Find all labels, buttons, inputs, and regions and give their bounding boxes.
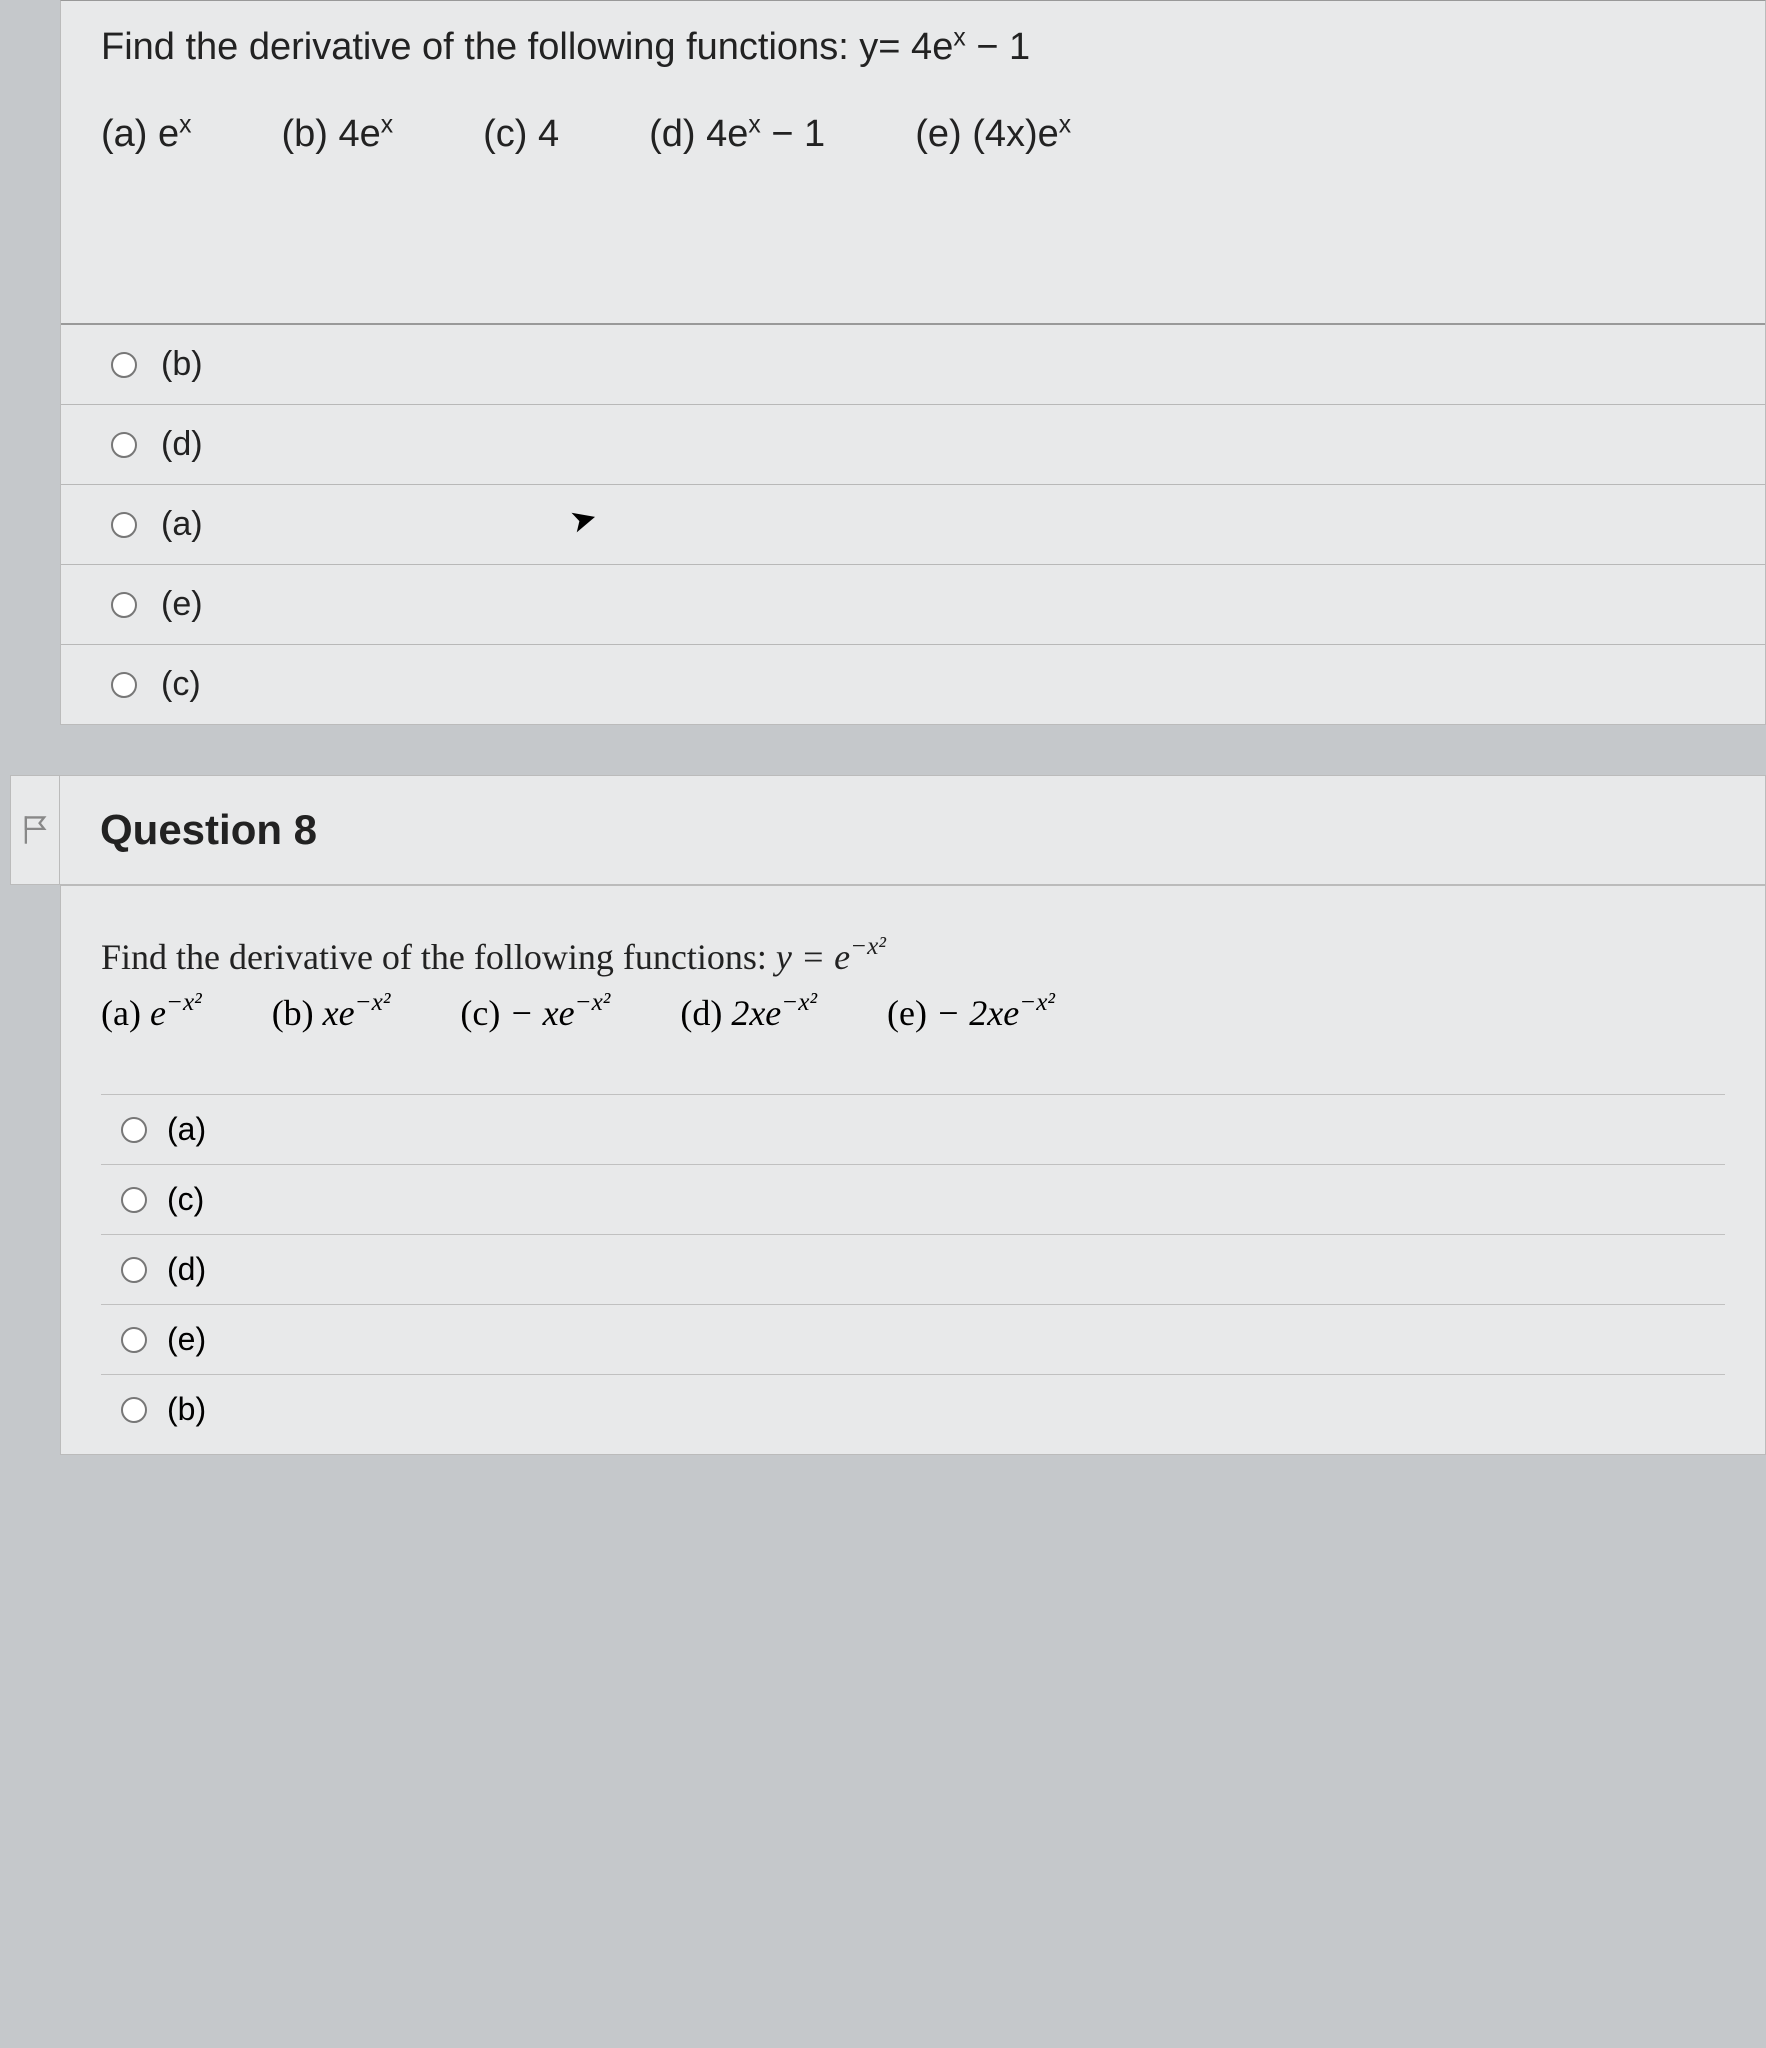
q7-option-label: (b) [161, 345, 203, 384]
radio-icon[interactable] [121, 1257, 147, 1283]
q8-option-label: (b) [167, 1391, 206, 1428]
q8-choice-b: (b) xe−x² [272, 992, 391, 1034]
radio-icon[interactable] [111, 672, 137, 698]
q7-prompt: Find the derivative of the following fun… [101, 19, 1725, 76]
q7-choices-row: (a) ex (b) 4ex (c) 4 (d) 4ex − 1 (e) (4x… [101, 106, 1725, 163]
q8-choice-a: (a) e−x² [101, 992, 202, 1034]
radio-icon[interactable] [121, 1397, 147, 1423]
q7-options: (b) (d) (a) (e) (c) [61, 323, 1765, 724]
question-7-text: Find the derivative of the following fun… [61, 1, 1765, 203]
q8-option-a[interactable]: (a) [101, 1094, 1725, 1165]
q8-choice-e: (e) − 2xe−x² [887, 992, 1055, 1034]
q8-option-label: (e) [167, 1321, 206, 1358]
q8-choice-c: (c) − xe−x² [460, 992, 610, 1034]
q8-prompt: Find the derivative of the following fun… [101, 936, 1725, 978]
q7-option-label: (a) [161, 505, 203, 544]
q7-choice-b: (b) 4ex [281, 106, 393, 163]
q7-choice-a: (a) ex [101, 106, 191, 163]
q7-option-a[interactable]: (a) [61, 485, 1765, 565]
q7-option-e[interactable]: (e) [61, 565, 1765, 645]
q7-choice-c: (c) 4 [483, 106, 559, 163]
q7-option-label: (e) [161, 585, 203, 624]
flag-icon [21, 814, 49, 846]
radio-icon[interactable] [111, 592, 137, 618]
flag-button[interactable] [10, 775, 60, 885]
q7-prompt-suffix: − 1 [966, 26, 1030, 68]
radio-icon[interactable] [121, 1327, 147, 1353]
q7-choice-e: (e) (4x)ex [915, 106, 1071, 163]
q7-prompt-prefix: Find the derivative of the following fun… [101, 26, 953, 68]
q7-option-c[interactable]: (c) [61, 645, 1765, 724]
q8-option-e[interactable]: (e) [101, 1305, 1725, 1375]
q8-option-d[interactable]: (d) [101, 1235, 1725, 1305]
radio-icon[interactable] [111, 432, 137, 458]
q8-prompt-prefix: Find the derivative of the following fun… [101, 937, 776, 977]
q8-header: Question 8 [60, 775, 1766, 885]
q8-option-b[interactable]: (b) [101, 1375, 1725, 1444]
q8-prompt-exp: −x² [850, 933, 886, 960]
q7-option-label: (c) [161, 665, 201, 704]
q8-choices-row: (a) e−x² (b) xe−x² (c) − xe−x² (d) 2xe−x… [101, 992, 1725, 1034]
question-7-block: Find the derivative of the following fun… [60, 0, 1766, 725]
radio-icon[interactable] [121, 1117, 147, 1143]
q8-choice-d: (d) 2xe−x² [680, 992, 817, 1034]
q8-prompt-lhs: y = e [776, 937, 850, 977]
radio-icon[interactable] [121, 1187, 147, 1213]
q7-option-b[interactable]: (b) [61, 325, 1765, 405]
q8-option-label: (c) [167, 1181, 204, 1218]
radio-icon[interactable] [111, 352, 137, 378]
q8-option-label: (a) [167, 1111, 206, 1148]
q7-prompt-exp: x [953, 24, 965, 51]
q8-header-row: Question 8 [10, 775, 1766, 885]
question-8-block: Find the derivative of the following fun… [60, 885, 1766, 1455]
q7-option-label: (d) [161, 425, 203, 464]
q8-option-c[interactable]: (c) [101, 1165, 1725, 1235]
q8-header-text: Question 8 [100, 806, 317, 853]
radio-icon[interactable] [111, 512, 137, 538]
q7-option-d[interactable]: (d) [61, 405, 1765, 485]
q7-choice-d: (d) 4ex − 1 [649, 106, 825, 163]
q8-option-label: (d) [167, 1251, 206, 1288]
q8-options: (a) (c) (d) (e) (b) [101, 1094, 1725, 1444]
